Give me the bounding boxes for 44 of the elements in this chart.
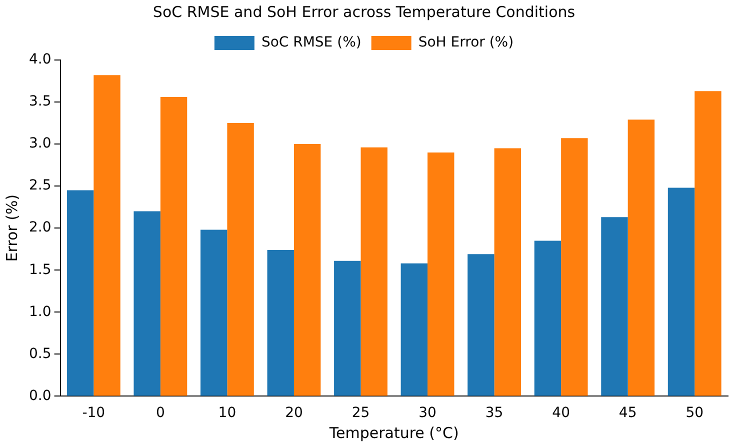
y-tick-label: 2.0 [29, 220, 52, 236]
y-tick-label: 1.5 [29, 262, 52, 278]
bar [428, 152, 454, 396]
bar [561, 138, 588, 396]
bar [66, 190, 94, 396]
x-tick-label: 0 [156, 405, 165, 422]
y-axis-title: Error (%) [2, 194, 21, 262]
x-tick-label: 40 [552, 405, 570, 422]
bar [334, 260, 361, 396]
bar [601, 217, 628, 396]
y-tick-label: 0.5 [29, 346, 52, 362]
bar [267, 250, 294, 396]
legend-label: SoH Error (%) [418, 34, 514, 51]
bar [200, 230, 228, 396]
x-tick-label: 30 [418, 405, 436, 422]
bar [227, 123, 254, 396]
bar [668, 188, 695, 396]
x-tick-label: -10 [82, 405, 106, 422]
bar [134, 211, 160, 396]
y-tick-label: 3.5 [29, 94, 52, 110]
bar [400, 263, 428, 396]
chart-title: SoC RMSE and SoH Error across Temperature Conditions [152, 2, 576, 21]
bar [494, 148, 521, 396]
x-tick-label: 25 [352, 405, 370, 422]
x-tick-label: 45 [618, 405, 637, 422]
bar [628, 120, 655, 396]
bar [294, 144, 321, 396]
legend-label: SoC RMSE (%) [261, 34, 362, 51]
bar [468, 254, 494, 396]
y-tick-label: 4.0 [29, 52, 52, 68]
y-tick-label: 0.0 [29, 388, 52, 404]
x-tick-label: 20 [285, 405, 303, 422]
x-tick-label: 10 [218, 405, 236, 422]
bar [360, 147, 388, 396]
bar [534, 240, 562, 396]
y-tick-label: 3.0 [29, 136, 52, 152]
y-tick-label: 1.0 [29, 304, 52, 320]
x-tick-label: 50 [686, 405, 704, 422]
x-axis-title: Temperature (°C) [328, 424, 459, 442]
bar [694, 91, 722, 396]
bar [94, 75, 120, 396]
y-tick-label: 2.5 [29, 178, 52, 194]
x-tick-label: 35 [485, 405, 504, 422]
bar [160, 96, 188, 396]
